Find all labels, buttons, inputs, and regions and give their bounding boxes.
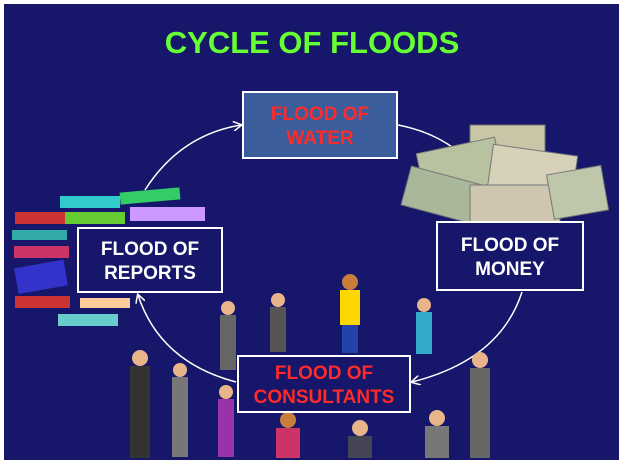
node-label: FLOOD OF bbox=[101, 239, 199, 260]
node-label: CONSULTANTS bbox=[254, 387, 395, 408]
slide: CYCLE OF FLOODS bbox=[0, 0, 623, 464]
node-label: WATER bbox=[286, 128, 353, 149]
node-label: FLOOD OF bbox=[275, 363, 373, 384]
title: CYCLE OF FLOODS bbox=[165, 25, 460, 60]
node-label: FLOOD OF bbox=[461, 235, 559, 256]
node-label: MONEY bbox=[475, 259, 545, 280]
node-label: REPORTS bbox=[104, 263, 196, 284]
node-label: FLOOD OF bbox=[271, 104, 369, 125]
